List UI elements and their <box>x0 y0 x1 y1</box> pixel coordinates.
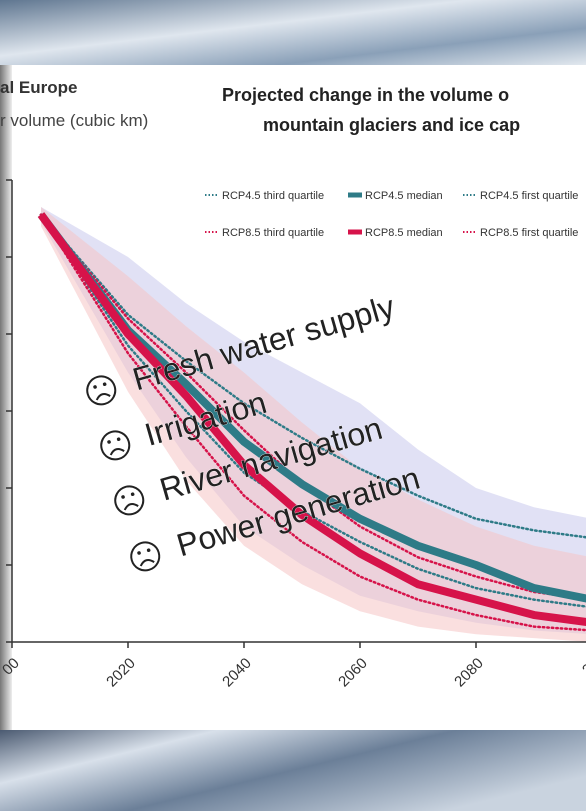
legend-label: RCP8.5 median <box>365 227 443 239</box>
page: {"chart_data": { "type": "line", "left_t… <box>0 0 586 811</box>
screenshot: al Europe r volume (cubic km) Projected … <box>0 0 586 811</box>
legend-label: RCP4.5 median <box>365 190 443 202</box>
chart-title: Projected change in the volume o <box>222 85 509 105</box>
legend-label: RCP8.5 first quartile <box>480 227 578 239</box>
background-photo <box>0 0 586 70</box>
legend-label: RCP8.5 third quartile <box>222 227 324 239</box>
left-title: al Europe <box>0 78 77 97</box>
legend-label: RCP4.5 third quartile <box>222 190 324 202</box>
legend-label: RCP4.5 first quartile <box>480 190 578 202</box>
panel-edge <box>0 65 12 730</box>
left-subtitle: r volume (cubic km) <box>0 111 148 130</box>
chart-title: mountain glaciers and ice cap <box>263 115 520 135</box>
background-photo <box>0 725 586 811</box>
